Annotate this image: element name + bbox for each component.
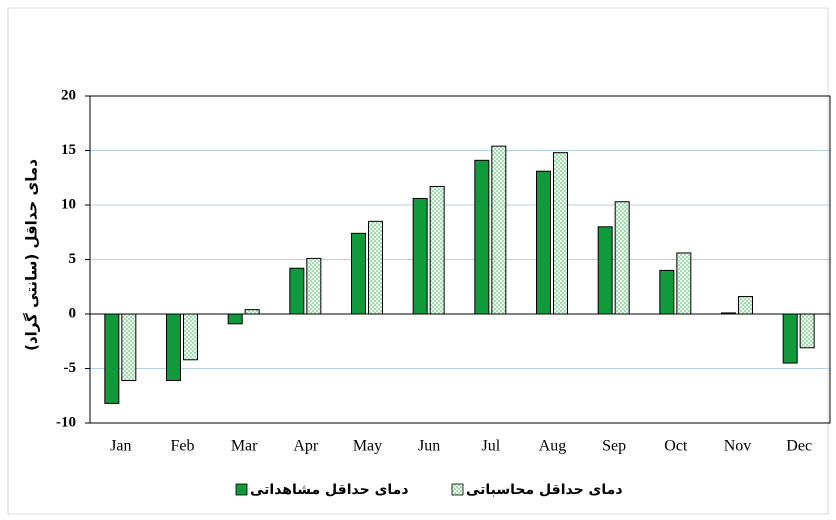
bar <box>721 312 736 315</box>
bar <box>491 145 507 315</box>
bar <box>659 269 675 315</box>
bar <box>782 313 798 364</box>
x-tick-label: Oct <box>664 438 688 455</box>
bar <box>412 197 428 315</box>
bar <box>536 170 551 315</box>
bar <box>597 226 613 315</box>
x-tick-label: Feb <box>171 438 195 455</box>
x-tick-label: Aug <box>539 438 567 455</box>
x-tick-label: Apr <box>293 438 319 455</box>
bar <box>368 220 383 315</box>
bar <box>121 313 137 381</box>
bar <box>104 313 120 404</box>
bar <box>244 309 260 315</box>
legend-swatch <box>451 483 464 496</box>
y-tick-label: -10 <box>56 414 76 430</box>
bar <box>289 267 305 315</box>
bar <box>351 232 366 315</box>
x-tick-label: Mar <box>231 438 258 455</box>
x-tick-label: Jan <box>110 438 131 455</box>
bar <box>738 296 753 315</box>
x-tick-label: Dec <box>786 438 812 455</box>
bar <box>614 201 630 315</box>
y-tick-label: 20 <box>61 87 76 103</box>
bar <box>166 313 181 381</box>
y-tick-label: 10 <box>61 196 76 212</box>
bar <box>553 152 568 315</box>
plot-border <box>89 95 831 424</box>
bar <box>306 257 322 315</box>
bar <box>429 185 445 315</box>
bar <box>227 313 243 325</box>
x-tick-label: Sep <box>602 438 626 455</box>
y-tick-label: 0 <box>69 305 77 321</box>
x-tick-label: Jun <box>418 438 440 455</box>
y-tick-label: 5 <box>69 251 77 267</box>
bar <box>474 159 490 315</box>
y-tick-label: -5 <box>64 360 77 376</box>
bar <box>799 313 815 349</box>
legend-label: دمای حداقل محاسباتی <box>466 482 623 498</box>
x-tick-label: Jul <box>481 438 500 455</box>
x-tick-label: Nov <box>724 438 752 455</box>
legend-swatch <box>235 483 248 496</box>
legend-label: دمای حداقل مشاهداتی <box>250 482 409 498</box>
y-axis-label: دمای حداقل (سانتی گراد) <box>23 159 41 351</box>
y-tick-label: 15 <box>61 142 76 158</box>
x-tick-label: May <box>353 438 382 455</box>
bar <box>676 252 692 315</box>
bar <box>183 313 198 361</box>
